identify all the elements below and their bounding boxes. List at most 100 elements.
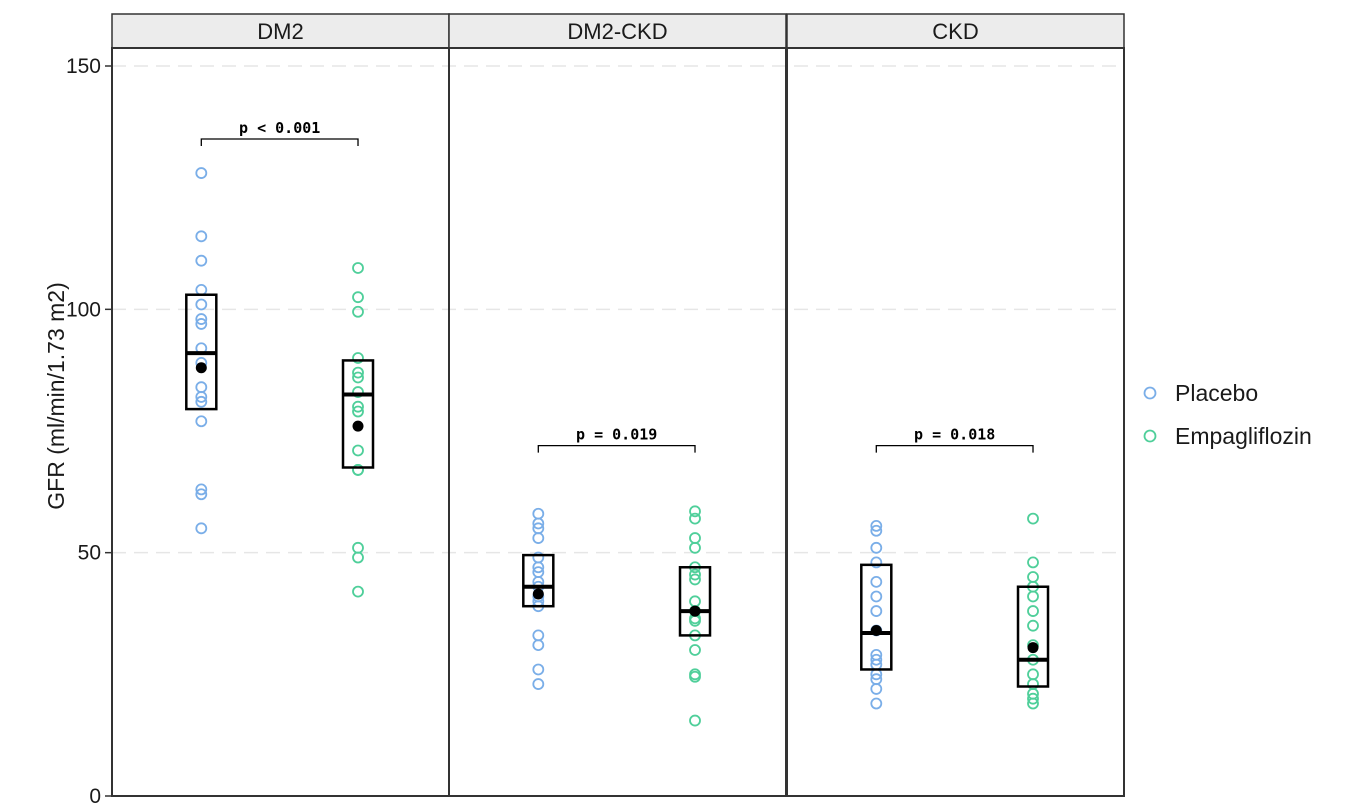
- data-point: [195, 167, 208, 179]
- data-point: [195, 283, 208, 296]
- data-point: [352, 291, 364, 304]
- data-point: [1027, 571, 1039, 583]
- legend-label-empagliflozin: Empagliflozin: [1175, 423, 1312, 449]
- y-tick-label: 0: [89, 785, 101, 808]
- mean-point: [689, 605, 701, 617]
- data-point: [870, 697, 883, 710]
- data-point: [532, 629, 545, 642]
- data-point: [195, 415, 208, 428]
- panel-dm2: DM2 p < 0.001: [111, 13, 450, 797]
- data-point: [689, 670, 701, 683]
- group-empagliflozin: [341, 262, 375, 598]
- data-point: [1027, 512, 1039, 525]
- panel-dm2-ckd: DM2-CKD p = 0.019: [448, 13, 787, 797]
- data-point: [532, 517, 545, 530]
- panel-border: [786, 47, 1125, 797]
- data-point: [689, 644, 701, 656]
- legend-label-placebo: Placebo: [1175, 380, 1258, 406]
- data-point: [195, 318, 208, 330]
- iqr-box: [341, 359, 375, 469]
- group-placebo: [860, 520, 893, 710]
- data-point: [870, 605, 883, 617]
- panel-strip-label: CKD: [932, 19, 978, 44]
- data-point: [352, 386, 364, 398]
- data-point: [195, 230, 208, 243]
- y-axis: 0 50 100 150: [66, 55, 112, 808]
- data-point: [689, 505, 701, 518]
- data-point: [1027, 590, 1039, 603]
- mean-point: [1027, 642, 1039, 654]
- p-value-label: p = 0.019: [576, 426, 657, 444]
- data-point: [532, 639, 545, 652]
- data-point: [870, 520, 883, 532]
- iqr-box: [678, 566, 712, 637]
- data-point: [689, 595, 701, 608]
- data-point: [195, 391, 208, 403]
- data-point: [532, 532, 545, 544]
- data-point: [352, 464, 364, 476]
- mean-point: [195, 362, 207, 374]
- data-point: [689, 714, 701, 727]
- panel-strip-label: DM2: [257, 19, 303, 44]
- data-point: [870, 683, 883, 695]
- y-axis-title: GFR (ml/min/1.73 m2): [43, 282, 69, 509]
- mean-point: [532, 588, 544, 600]
- data-point: [352, 405, 364, 418]
- panel-strip: [786, 13, 1125, 49]
- data-point: [1027, 692, 1039, 705]
- data-point: [870, 590, 883, 603]
- legend-key-empagliflozin: [1143, 429, 1157, 443]
- data-point: [352, 444, 364, 457]
- data-point: [870, 541, 883, 554]
- data-point: [689, 512, 701, 525]
- data-point: [352, 305, 364, 318]
- data-point: [352, 551, 364, 564]
- data-point: [195, 381, 208, 394]
- data-point: [195, 395, 208, 408]
- data-point: [689, 541, 701, 554]
- data-point: [352, 585, 364, 598]
- data-point: [1027, 556, 1039, 569]
- data-point: [1027, 697, 1039, 710]
- legend-key-placebo: [1143, 386, 1157, 400]
- panel-strip: [448, 13, 787, 49]
- group-empagliflozin: [678, 505, 712, 727]
- panel-border: [111, 47, 450, 797]
- iqr-box: [860, 563, 893, 671]
- data-point: [689, 568, 701, 581]
- group-empagliflozin: [1016, 512, 1050, 710]
- data-point: [689, 573, 701, 586]
- y-tick-label: 50: [78, 542, 101, 565]
- data-point: [352, 366, 364, 379]
- data-point: [1027, 605, 1039, 617]
- data-point: [532, 507, 545, 520]
- group-placebo: [522, 507, 555, 690]
- p-value-label: p < 0.001: [239, 119, 320, 137]
- mean-point: [352, 420, 364, 432]
- data-point: [195, 298, 208, 311]
- panel-ckd: CKD p = 0.018: [786, 13, 1125, 797]
- significance-bracket: [875, 444, 1034, 453]
- data-point: [532, 678, 545, 690]
- significance-bracket: [537, 444, 696, 453]
- y-tick-label: 100: [66, 298, 101, 321]
- data-point: [195, 488, 208, 501]
- legend: Placebo Empagliflozin: [1143, 380, 1312, 449]
- group-placebo: [185, 167, 218, 535]
- panels-layer: DM2 p < 0.001 DM2-CKD p = 0.019 CKD p = 0.018: [111, 13, 1125, 797]
- data-point: [532, 663, 545, 676]
- data-point: [195, 313, 208, 325]
- data-point: [870, 653, 883, 666]
- data-point: [352, 541, 364, 554]
- panel-strip-label: DM2-CKD: [567, 19, 667, 44]
- data-point: [870, 575, 883, 588]
- data-point: [689, 532, 701, 544]
- data-point: [870, 524, 883, 537]
- data-point: [195, 254, 208, 267]
- iqr-box: [522, 553, 555, 608]
- data-point: [870, 556, 883, 569]
- panel-border: [448, 47, 787, 797]
- data-point: [352, 262, 364, 274]
- data-point: [195, 483, 208, 496]
